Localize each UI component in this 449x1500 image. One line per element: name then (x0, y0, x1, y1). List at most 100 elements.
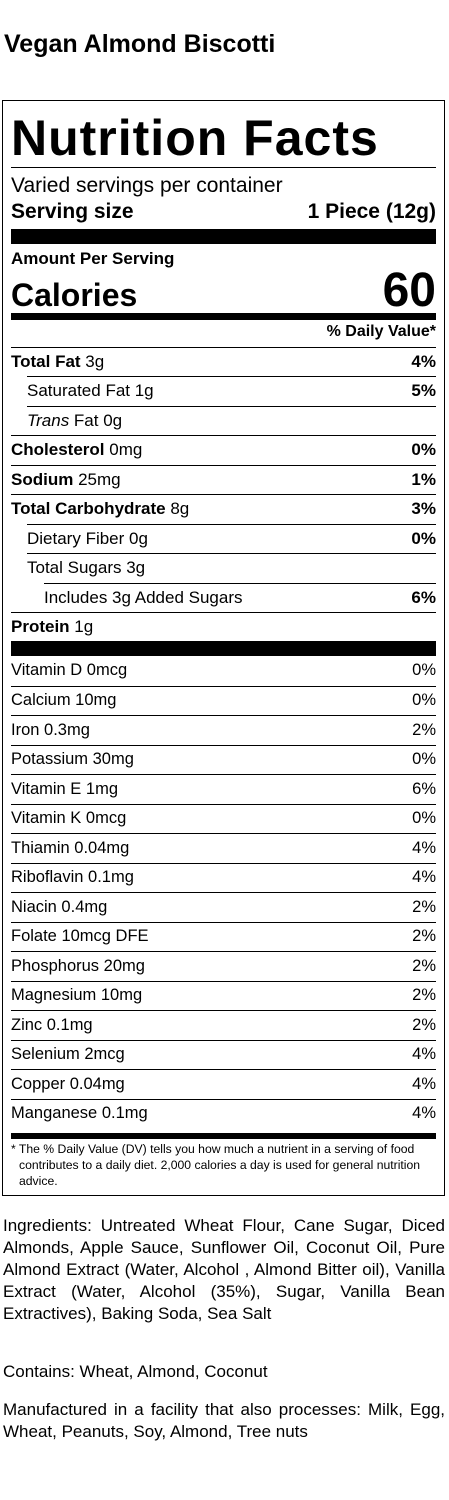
nutrient-name: Dietary Fiber 0g (27, 529, 148, 548)
vitamin-dv: 6% (412, 779, 436, 798)
thick-divider (11, 641, 436, 656)
nutrient-name: Total Carbohydrate (11, 499, 166, 518)
vitamin-dv: 2% (412, 720, 436, 739)
vitamin-dv: 2% (412, 897, 436, 916)
nutrient-name: Sodium (11, 470, 74, 489)
nutrient-dv: 1% (411, 470, 436, 489)
vitamin-row: Manganese 0.1mg 4% (11, 1098, 436, 1129)
nutrient-amount: 25mg (73, 470, 121, 489)
nutrient-row-protein: Protein 1g (11, 612, 436, 641)
nutrient-row-dietary-fiber: Dietary Fiber 0g 0% (27, 524, 436, 553)
nutrient-name-italic: Trans (27, 411, 70, 430)
nutrient-row-total-carbohydrate: Total Carbohydrate 8g 3% (11, 494, 436, 523)
nutrient-row-trans-fat: Trans Fat 0g (27, 406, 436, 435)
nutrient-row-total-fat: Total Fat 3g 4% (11, 347, 436, 376)
facility-text: Manufactured in a facility that also pro… (3, 1400, 445, 1441)
vitamin-dv: 2% (412, 986, 436, 1005)
vitamin-row: Folate 10mcg DFE 2% (11, 921, 436, 952)
vitamin-row: Calcium 10mg 0% (11, 685, 436, 716)
nutrient-amount: 8g (165, 499, 190, 518)
nutrient-amount: 0mg (104, 440, 143, 459)
vitamin-name: Vitamin D 0mcg (11, 661, 128, 680)
nutrient-dv: 3% (411, 499, 436, 518)
ingredients-text: Ingredients: Untreated Wheat Flour, Cane… (3, 1216, 445, 1323)
nutrient-row-total-sugars: Total Sugars 3g (27, 553, 436, 582)
vitamin-dv: 0% (412, 750, 436, 769)
nutrient-dv: 0% (411, 440, 436, 459)
vitamin-name: Vitamin E 1mg (11, 779, 118, 798)
vitamin-name: Phosphorus 20mg (11, 956, 145, 975)
vitamin-name: Calcium 10mg (11, 691, 117, 710)
nutrient-dv: 5% (411, 381, 436, 400)
vitamin-name: Potassium 30mg (11, 750, 134, 769)
serving-size-value: 1 Piece (12g) (307, 200, 436, 223)
nutrient-name: Cholesterol (11, 440, 105, 459)
vitamin-name: Manganese 0.1mg (11, 1104, 148, 1123)
calories-value: 60 (382, 264, 436, 317)
nutrient-amount: 3g (80, 352, 105, 371)
vitamin-dv: 0% (412, 691, 436, 710)
vitamin-name: Magnesium 10mg (11, 986, 143, 1005)
nutrient-dv: 6% (411, 588, 436, 607)
vitamin-dv: 4% (412, 1104, 436, 1123)
daily-value-header: % Daily Value* (326, 323, 436, 340)
medium-divider (11, 1133, 436, 1139)
vitamin-dv: 0% (412, 661, 436, 680)
vitamin-row: Niacin 0.4mg 2% (11, 892, 436, 922)
vitamin-row: Phosphorus 20mg 2% (11, 951, 436, 981)
nutrient-row-cholesterol: Cholesterol 0mg 0% (11, 435, 436, 464)
nutrient-name: Includes 3g Added Sugars (44, 588, 243, 607)
vitamin-dv: 4% (412, 1074, 436, 1093)
vitamin-name: Copper 0.04mg (11, 1074, 125, 1093)
vitamin-name: Folate 10mcg DFE (11, 927, 149, 946)
vitamin-dv: 4% (412, 838, 436, 857)
allergen-contains-text: Contains: Wheat, Almond, Coconut (3, 1362, 268, 1381)
vitamin-row: Riboflavin 0.1mg 4% (11, 862, 436, 893)
amount-per-serving: Amount Per Serving (11, 249, 175, 268)
vitamin-dv: 0% (412, 809, 436, 828)
nutrient-amount: 1g (69, 617, 94, 636)
vitamin-dv: 2% (412, 927, 436, 946)
servings-per-container: Varied servings per container (11, 174, 283, 197)
vitamin-row: Copper 0.04mg 4% (11, 1069, 436, 1099)
vitamin-dv: 2% (412, 1015, 436, 1034)
vitamin-row: Potassium 30mg 0% (11, 744, 436, 775)
vitamin-name: Iron 0.3mg (11, 720, 90, 739)
product-title: Vegan Almond Biscotti (4, 30, 276, 58)
vitamin-name: Selenium 2mcg (11, 1045, 125, 1064)
vitamin-name: Vitamin K 0mcg (11, 809, 127, 828)
vitamin-dv: 4% (412, 1045, 436, 1064)
nutrient-name: Fat 0g (69, 411, 123, 430)
vitamin-row: Selenium 2mcg 4% (11, 1039, 436, 1070)
vitamin-row: Vitamin E 1mg 6% (11, 774, 436, 804)
vitamin-row: Thiamin 0.04mg 4% (11, 833, 436, 863)
vitamin-name: Riboflavin 0.1mg (11, 868, 134, 887)
serving-size-label: Serving size (11, 200, 134, 223)
vitamin-name: Thiamin 0.04mg (11, 838, 130, 857)
serving-size-row: Serving size 1 Piece (12g) (11, 199, 436, 225)
nutrient-name: Total Fat (11, 352, 81, 371)
vitamin-row: Magnesium 10mg 2% (11, 980, 436, 1011)
nutrient-dv: 0% (411, 529, 436, 548)
vitamin-row: Vitamin D 0mcg 0% (11, 656, 436, 686)
nutrient-dv: 4% (411, 352, 436, 371)
daily-value-footnote: * The % Daily Value (DV) tells you how m… (11, 1142, 421, 1188)
nutrition-label: Nutrition Facts Varied servings per cont… (2, 100, 445, 1196)
vitamin-name: Zinc 0.1mg (11, 1015, 93, 1034)
nutrient-row-added-sugars: Includes 3g Added Sugars 6% (44, 583, 436, 612)
divider (11, 167, 436, 168)
vitamin-name: Niacin 0.4mg (11, 897, 108, 916)
nutrient-name: Protein (11, 617, 70, 636)
thick-divider (11, 229, 436, 244)
nutrient-row-saturated-fat: Saturated Fat 1g 5% (27, 376, 436, 405)
vitamin-dv: 4% (412, 868, 436, 887)
calories-label: Calories (11, 277, 138, 313)
calories-row: Calories 60 (11, 263, 436, 318)
medium-divider (11, 313, 436, 320)
vitamin-dv: 2% (412, 956, 436, 975)
nutrition-facts-title: Nutrition Facts (11, 110, 379, 166)
vitamin-row: Zinc 0.1mg 2% (11, 1010, 436, 1040)
nutrient-name: Saturated Fat 1g (27, 381, 154, 400)
vitamin-row: Vitamin K 0mcg 0% (11, 803, 436, 834)
vitamin-row: Iron 0.3mg 2% (11, 715, 436, 745)
